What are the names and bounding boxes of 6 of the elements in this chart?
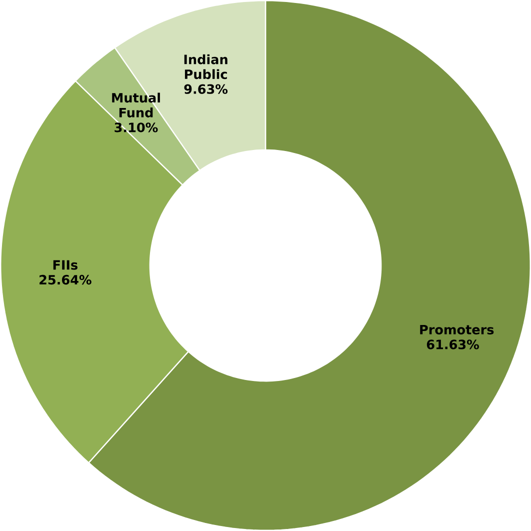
slice-label: Indian Public — [184, 54, 228, 80]
slice-label: FIIs — [53, 260, 78, 270]
slice-label: Promoters — [420, 324, 494, 334]
data-label: 25.64% — [40, 274, 92, 285]
data-label: 9.63% — [184, 84, 228, 94]
data-label: 61.63% — [426, 340, 479, 350]
